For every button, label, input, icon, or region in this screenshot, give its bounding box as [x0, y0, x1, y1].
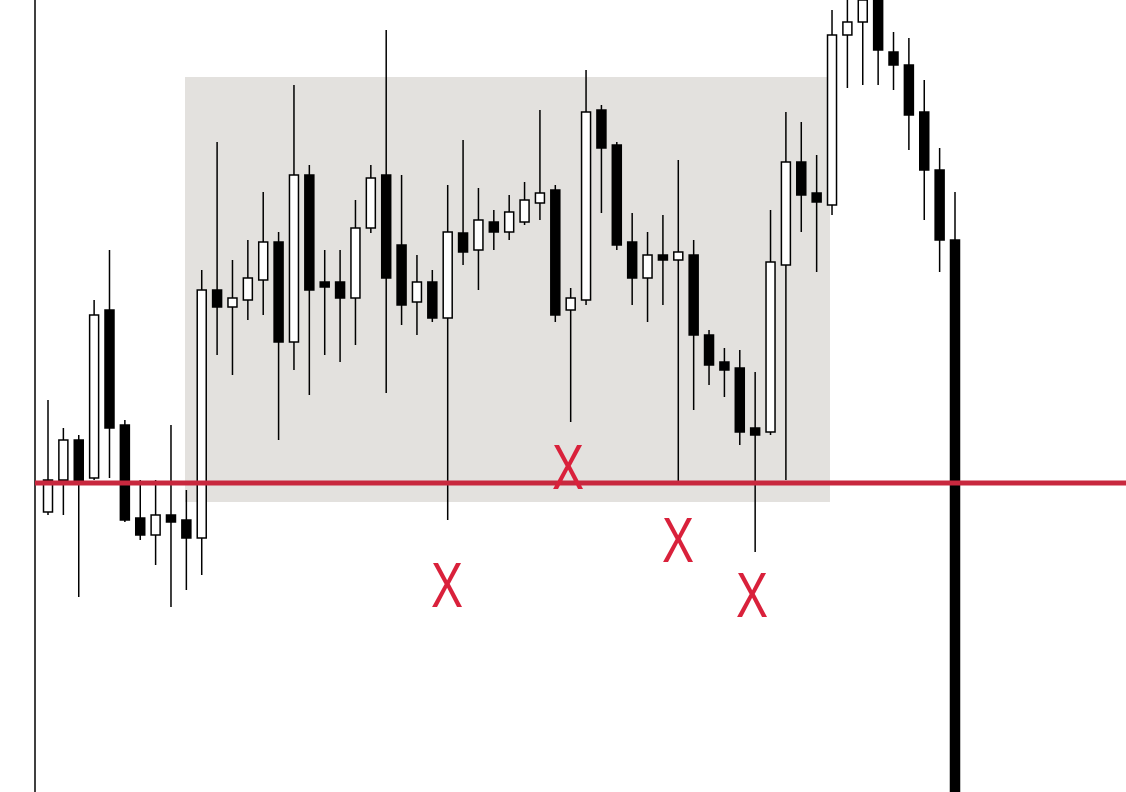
candle-body — [334, 281, 346, 299]
candle-body — [703, 334, 715, 366]
candle-body — [842, 21, 853, 36]
candle-body — [211, 289, 223, 308]
candle-body — [811, 192, 822, 203]
candle-body — [519, 199, 530, 223]
candle-body — [319, 281, 330, 288]
candle-body — [257, 241, 269, 281]
candle-body — [657, 254, 669, 261]
candle-body — [934, 169, 945, 241]
candle-body — [273, 241, 284, 343]
annotation: X — [552, 431, 584, 502]
candle-body — [826, 34, 838, 206]
candle-body — [688, 254, 699, 336]
candle-body — [580, 111, 592, 301]
candle-body — [550, 189, 561, 316]
candle-body — [88, 314, 100, 479]
candle-body — [473, 219, 484, 251]
candle-body — [73, 439, 84, 481]
candle-body — [288, 174, 300, 343]
candle-body — [411, 281, 423, 303]
candle-body — [565, 297, 576, 311]
candle-body — [749, 427, 761, 436]
annotation: X — [736, 559, 768, 630]
candle-body — [427, 281, 438, 319]
candle-body — [796, 161, 807, 196]
candle-body — [949, 239, 961, 792]
candle-body — [611, 144, 623, 246]
candle-body — [457, 232, 469, 253]
candle-body — [104, 309, 115, 429]
candle-body — [350, 227, 361, 299]
candle-body — [626, 241, 638, 279]
candle-body — [165, 514, 177, 523]
annotation: X — [431, 549, 463, 620]
candle-body — [534, 192, 546, 204]
candle-body — [503, 211, 515, 233]
candle-body — [919, 111, 930, 171]
candle-body — [365, 177, 377, 229]
candle-body — [304, 174, 315, 291]
candle-body — [719, 361, 730, 371]
candle-body — [673, 251, 684, 261]
candle-body — [888, 51, 899, 66]
candle-body — [857, 0, 869, 23]
candle-body — [396, 244, 407, 306]
candle-body — [58, 439, 69, 481]
candle-body — [227, 297, 238, 308]
candle-body — [596, 109, 607, 149]
candle-body — [488, 221, 500, 233]
candle-body — [196, 289, 207, 539]
candle-body — [242, 277, 254, 301]
candle-body — [380, 174, 392, 279]
candle-body — [903, 64, 915, 116]
candle-body — [734, 367, 746, 433]
candle-body — [642, 254, 653, 279]
candle-body — [181, 519, 192, 539]
candle-body — [872, 0, 884, 51]
candle-body — [119, 424, 131, 521]
annotation: X — [662, 504, 694, 575]
candle-body — [780, 161, 792, 266]
candle-body — [150, 514, 161, 536]
candle-body — [134, 517, 146, 536]
candle-body — [765, 261, 776, 433]
candle-body — [42, 479, 54, 513]
candle-body — [442, 231, 453, 319]
